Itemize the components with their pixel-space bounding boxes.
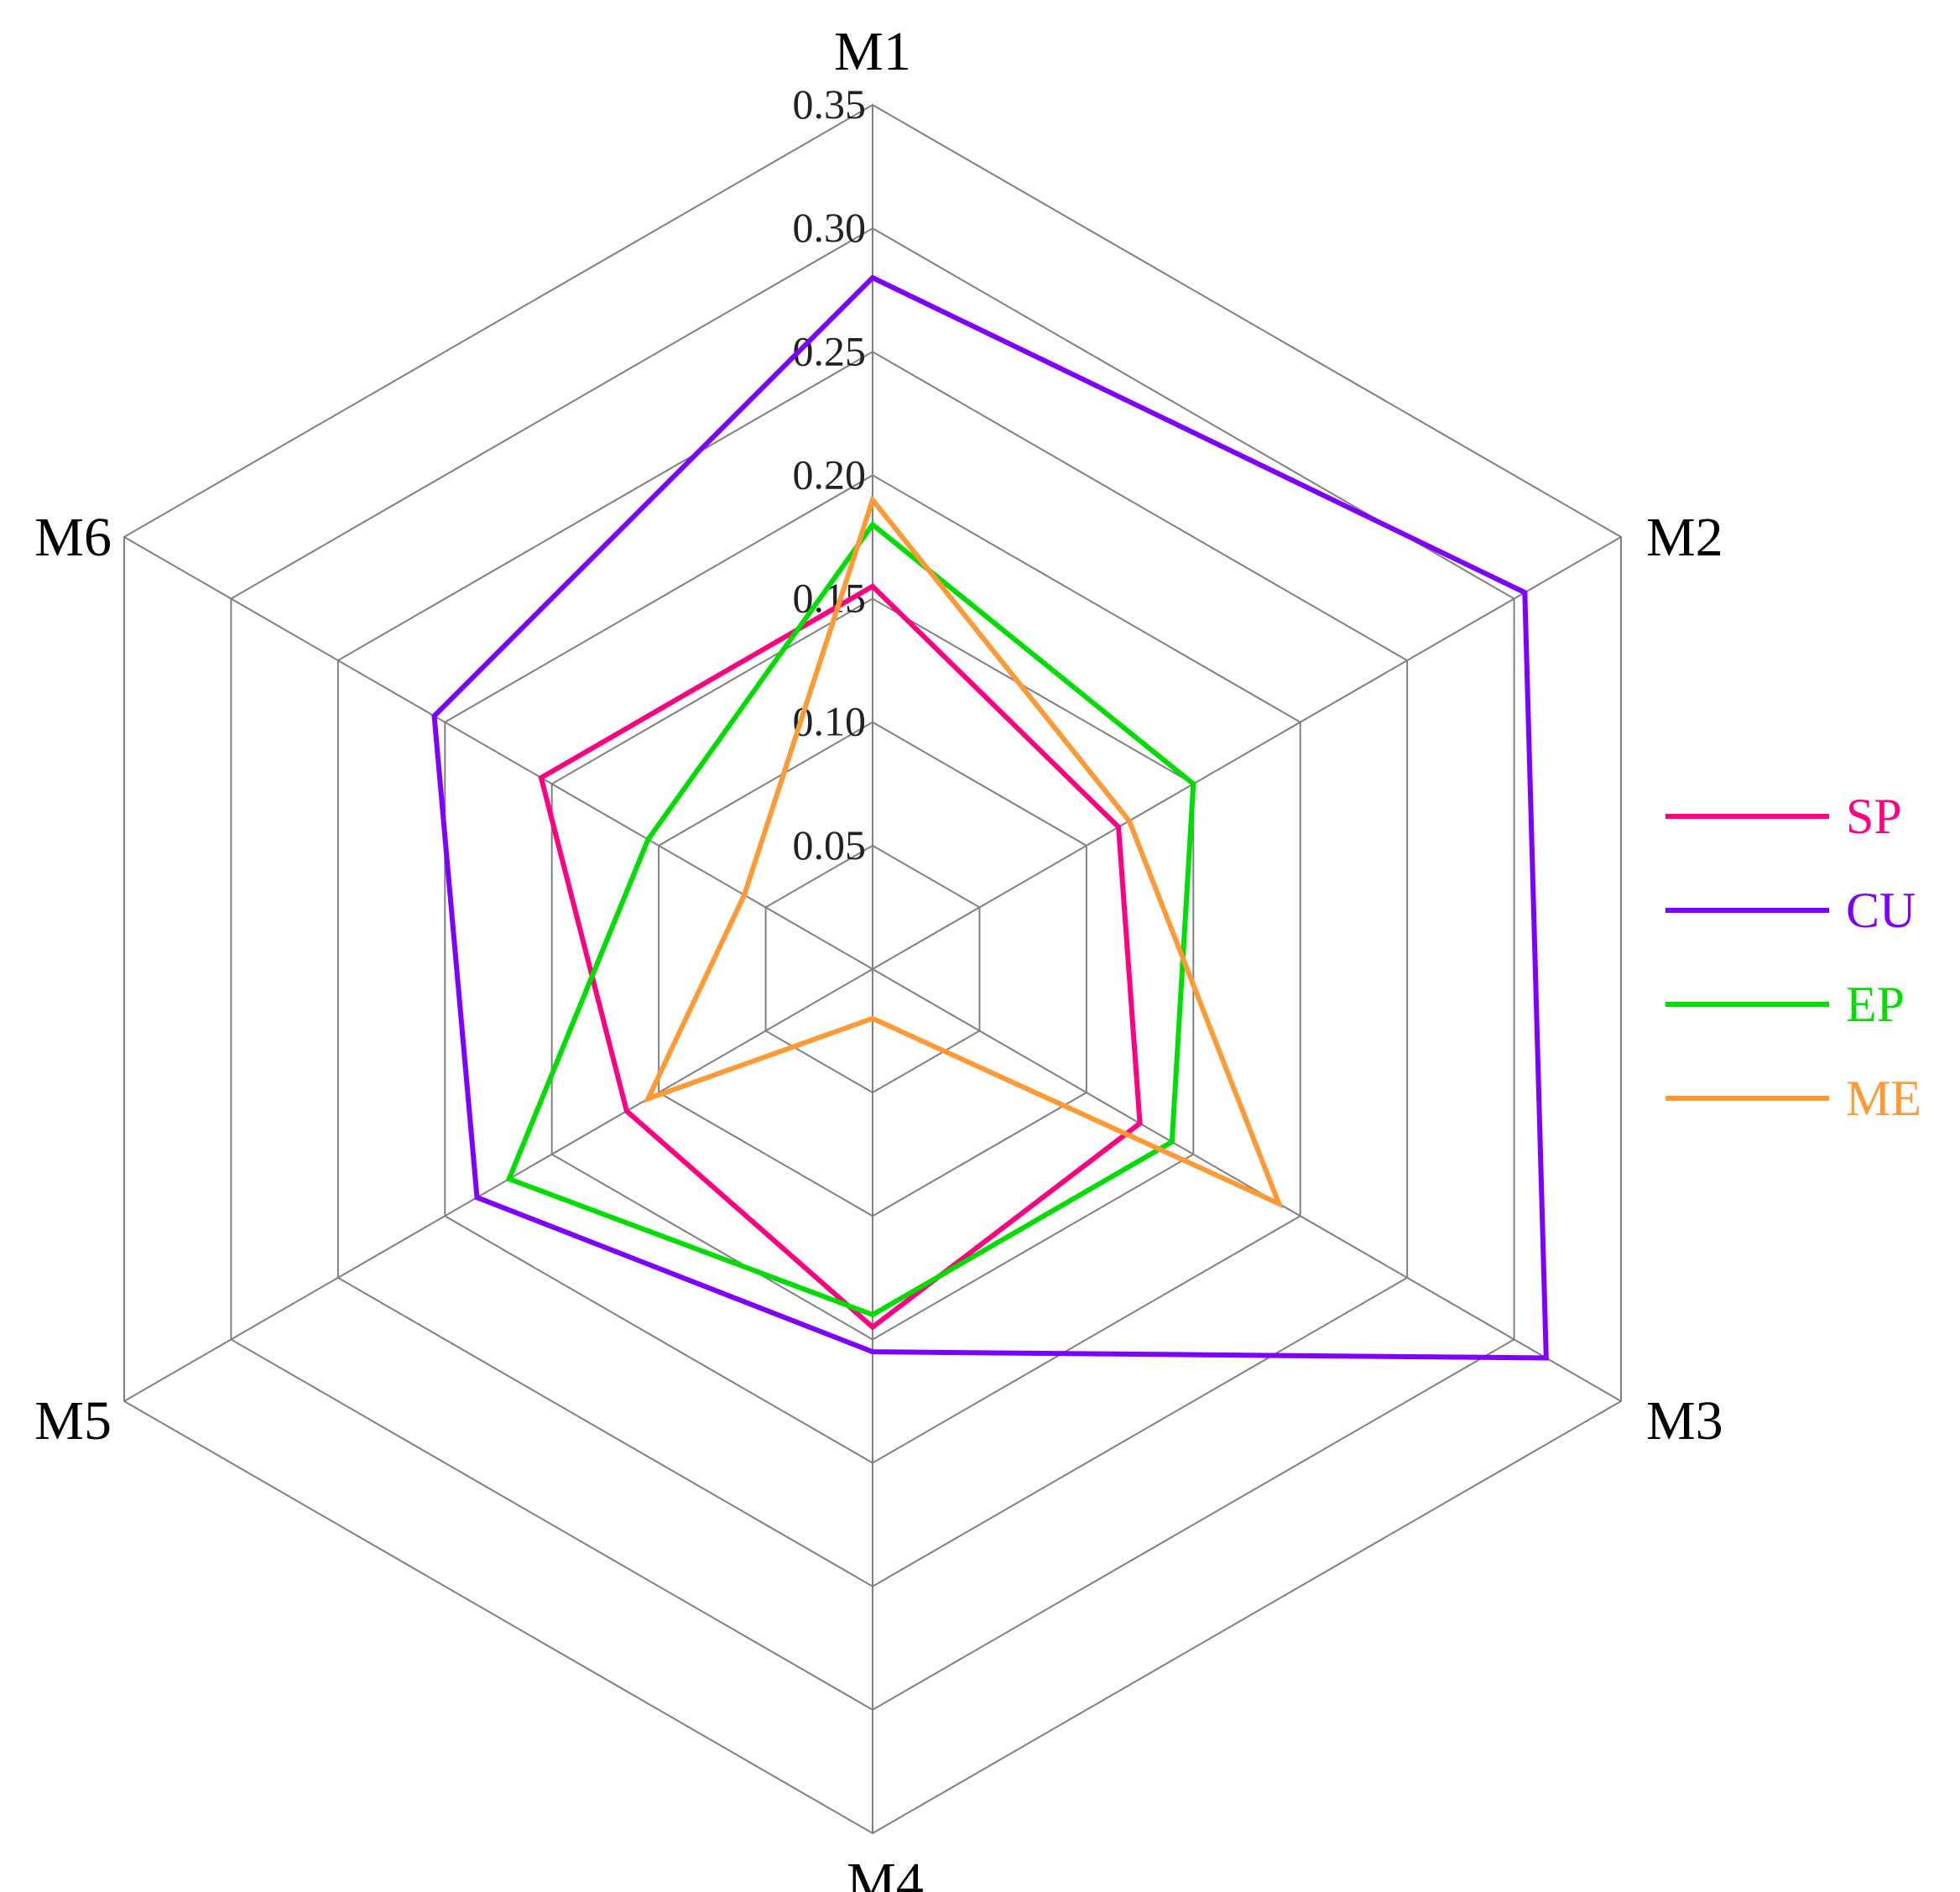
axis-label-m4: M4: [847, 1852, 924, 1892]
series-line-cu: [431, 274, 1549, 1361]
legend-item-cu: CU: [1665, 883, 1916, 938]
tick-label: 0.30: [793, 204, 867, 251]
grid-spoke-m6: [123, 536, 873, 970]
legend-label-sp: SP: [1846, 789, 1902, 844]
axis-label-m5: M5: [34, 1390, 112, 1452]
axis-label-m3: M3: [1646, 1390, 1723, 1452]
grid-spoke-m2: [872, 536, 1622, 970]
legend-label-cu: CU: [1846, 883, 1916, 938]
grid-spoke-m3: [872, 968, 1622, 1402]
tick-label: 0.35: [793, 81, 867, 128]
tick-label: 0.05: [793, 821, 867, 868]
series-line-sp: [538, 583, 1143, 1331]
legend-item-me: ME: [1665, 1071, 1921, 1126]
axis-label-m1: M1: [834, 21, 911, 82]
series-lines: [431, 274, 1549, 1361]
series-line-ep: [505, 520, 1196, 1318]
legend-label-ep: EP: [1846, 977, 1905, 1032]
tick-label: 0.25: [793, 327, 867, 374]
axis-labels: M1 M2 M3 M4 M5 M6: [34, 21, 1723, 1892]
axis-label-m6: M6: [34, 507, 112, 568]
tick-label: 0.20: [793, 451, 867, 498]
legend: SP CU EP ME: [1665, 789, 1921, 1126]
series-line-me: [643, 494, 1284, 1209]
legend-label-me: ME: [1846, 1071, 1921, 1126]
grid-spoke-m5: [123, 968, 873, 1402]
radar-grid: [122, 103, 1623, 1835]
legend-item-ep: EP: [1665, 977, 1905, 1032]
legend-item-sp: SP: [1665, 789, 1902, 844]
radial-tick-labels: 0.050.100.150.200.250.300.35: [793, 81, 867, 868]
axis-label-m2: M2: [1646, 507, 1723, 568]
